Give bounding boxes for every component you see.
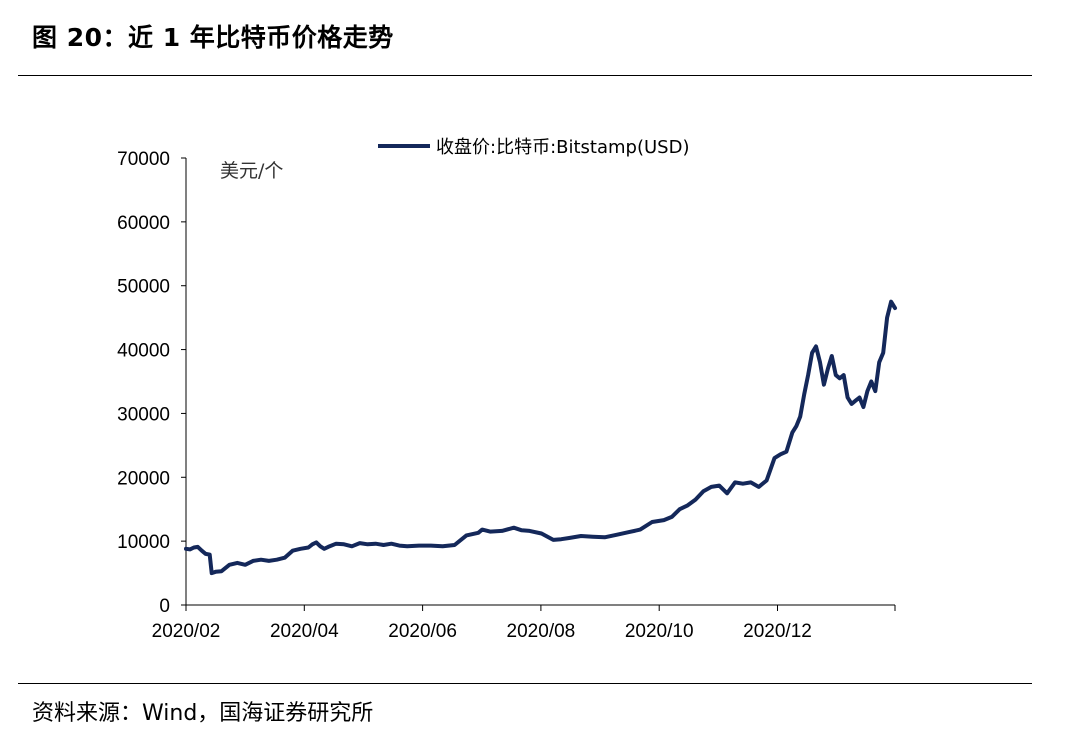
chart-legend: 收盘价:比特币:Bitstamp(USD) <box>378 137 689 158</box>
source-note: 资料来源：Wind，国海证券研究所 <box>32 701 374 726</box>
legend-label: 收盘价:比特币:Bitstamp(USD) <box>436 137 689 158</box>
chart-ticks: 0 10000 20000 30000 40000 50000 60000 70000 2020… <box>117 149 896 642</box>
figure-title: 图 20：近 1 年比特币价格走势 <box>32 23 394 52</box>
top-divider <box>18 75 1032 76</box>
chart-series <box>184 299 897 576</box>
y-tick-label: 50000 <box>117 277 170 298</box>
x-tick-label: 2020/10 <box>625 621 694 642</box>
x-tick-label: 2020/08 <box>507 621 576 642</box>
y-tick-label: 40000 <box>117 341 170 362</box>
y-tick-label: 20000 <box>117 468 170 489</box>
x-tick-label: 2020/02 <box>152 621 221 642</box>
y-tick-label: 10000 <box>117 532 170 553</box>
x-tick-label: 2020/06 <box>388 621 457 642</box>
y-tick-label: 0 <box>159 596 170 617</box>
y-tick-label: 70000 <box>117 149 170 170</box>
y-tick-label: 30000 <box>117 404 170 425</box>
x-tick-label: 2020/04 <box>270 621 339 642</box>
y-tick-label: 60000 <box>117 213 170 234</box>
bottom-divider <box>18 683 1032 684</box>
x-tick-label: 2020/12 <box>743 621 812 642</box>
chart-axes <box>185 158 895 606</box>
series-line-bitcoin-close <box>184 299 897 576</box>
y-axis-unit-label: 美元/个 <box>220 160 283 182</box>
